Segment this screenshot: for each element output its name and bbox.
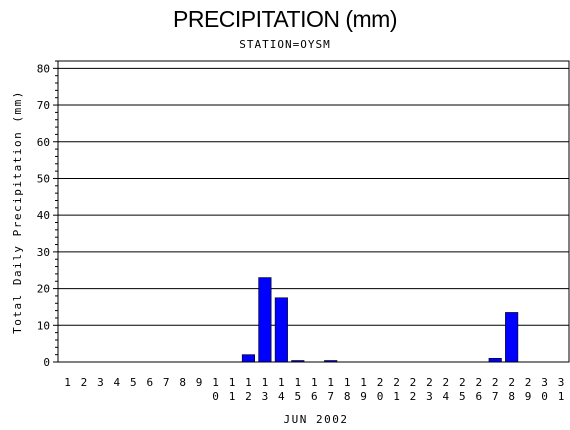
y-tick-label: 60 [37,136,50,149]
bars [241,277,519,363]
x-axis-label: JUN 2002 [284,413,349,426]
y-axis-label: Total Daily Precipitation (mm) [11,90,24,334]
y-tick-label: 10 [37,319,50,332]
x-tick-label: 6 [146,376,153,389]
x-tick-label: 7 [163,376,170,389]
bar-day-27 [488,358,502,363]
chart-title: PRECIPITATION (mm) [173,6,397,32]
y-tick-label: 70 [37,99,50,112]
y-tick-label: 30 [37,246,50,259]
x-axis-ticks: 1 2 3 4 5 6 7 8 9 1 01 11 21 31 41 51 61 71 81 92 02 12 22 32 42… [64,376,564,403]
x-tick-label: 3 [97,376,104,389]
y-tick-label: 0 [43,356,50,369]
grid-lines [58,67,569,326]
y-tick-label: 80 [37,62,50,75]
bar-day-28 [505,312,519,363]
x-tick-label: 9 [196,376,203,389]
bar-day-12 [241,354,255,363]
y-tick-label: 40 [37,209,50,222]
chart-subtitle: STATION=OYSM [239,38,331,51]
x-tick-label: 4 [114,376,121,389]
x-tick-label: 8 [179,376,186,389]
x-tick-label: 2 [81,376,88,389]
bar-day-14 [274,297,288,363]
y-axis-ticks: 0 10 20 30 40 50 60 70 80 [37,60,58,369]
x-tick-label: 1 [64,376,71,389]
y-tick-label: 20 [37,283,50,296]
x-tick-label: 5 [130,376,137,389]
bar-day-13 [258,277,272,363]
plot-frame [57,60,570,363]
y-tick-label: 50 [37,172,50,185]
